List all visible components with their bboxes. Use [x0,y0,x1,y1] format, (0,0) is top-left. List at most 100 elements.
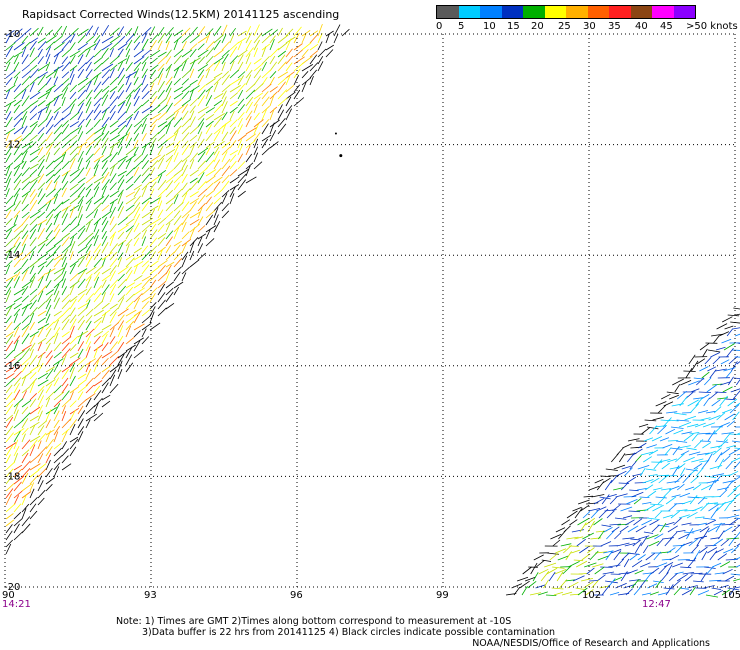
wind-barb [5,195,14,205]
wind-barb [5,432,14,443]
wind-barb [559,579,568,589]
wind-barb [133,184,143,191]
wind-barb [101,324,112,331]
wind-barb [85,48,91,58]
wind-barb [669,394,679,400]
wind-barb [69,419,78,429]
wind-barb [53,462,61,471]
wind-barb [29,312,35,324]
wind-barb [53,168,62,177]
wind-barb [45,289,55,296]
time-label-right: 12:47 [642,599,671,610]
wind-barb [29,497,38,506]
wind-barb [85,160,91,170]
wind-barb [213,159,221,170]
wind-barb [593,518,603,526]
wind-barb [69,251,74,261]
wind-barb [29,100,39,107]
axis-tick-labels: 90 93 96 99 102 105-10-12-14-16-18-20 [2,29,740,601]
colorbar-segment [544,6,566,18]
wind-barb [253,112,260,121]
wind-barb [197,36,209,44]
wind-barb [173,38,179,51]
wind-barb [245,26,252,37]
wind-barb [133,146,139,156]
wind-barb [679,467,686,477]
wind-barb [85,109,94,121]
wind-barb [732,327,740,330]
wind-barb [85,328,95,338]
wind-barb [229,100,238,107]
wind-barb [93,249,101,261]
wind-barb [109,182,117,191]
wind-barb [689,494,698,505]
colorbar-segment [652,6,674,18]
wind-barb [5,84,16,93]
wind-barb [149,266,160,275]
wind-barb [157,283,166,296]
wind-barb [21,516,31,527]
wind-barb [655,401,667,407]
wind-barb [189,169,199,177]
wind-barb [5,331,15,338]
wind-barb [93,88,103,100]
wind-barb [579,522,587,533]
wind-barb [29,435,41,443]
wind-barb [53,391,65,401]
wind-barb [221,24,228,37]
wind-barb [85,118,92,128]
wind-barb [157,158,164,170]
wind-barb [673,586,682,596]
wind-barb [21,89,27,100]
wind-barb [5,165,11,177]
wind-barb [237,117,243,128]
wind-barb [654,533,664,540]
wind-barb [637,488,647,491]
wind-barb [181,213,190,226]
wind-barb [197,167,208,177]
wind-barb [710,507,719,519]
wind-barb [165,27,174,37]
wind-barb [133,133,140,142]
wind-barb [29,64,38,72]
wind-barb [125,257,135,268]
wind-barb [157,104,168,114]
wind-barb [61,418,72,429]
wind-barb [157,237,166,247]
wind-barb [723,455,731,463]
wind-barb [141,336,150,345]
wind-barb [149,181,157,191]
wind-barb [93,336,101,345]
wind-barb [5,414,14,422]
wind-barb [575,587,585,590]
wind-barb [189,177,198,184]
wind-barb [665,496,677,505]
wind-barb [21,181,31,191]
wind-barb [101,85,110,93]
wind-barb [5,274,18,282]
wind-barb [173,222,183,233]
wind-barb [101,42,113,51]
wind-barb [181,251,189,261]
wind-barb [245,89,256,100]
wind-barb [69,307,76,317]
wind-barb [181,78,190,86]
wind-barb [37,48,43,58]
wind-barb [562,565,572,575]
wind-barb [245,153,253,163]
wind-barb [21,344,32,352]
wind-barb [269,47,280,58]
wind-barb [293,43,303,51]
wind-barb [117,90,125,100]
wind-barb [61,249,69,261]
wind-barb [626,452,635,463]
wind-barb [157,292,166,303]
wind-barb [61,151,67,163]
wind-barb [117,216,128,226]
wind-barb [601,584,610,596]
wind-barb [69,33,76,44]
wind-barb [583,495,593,498]
wind-barb [656,538,664,547]
wind-barb [205,238,215,247]
wind-barb [237,37,247,44]
